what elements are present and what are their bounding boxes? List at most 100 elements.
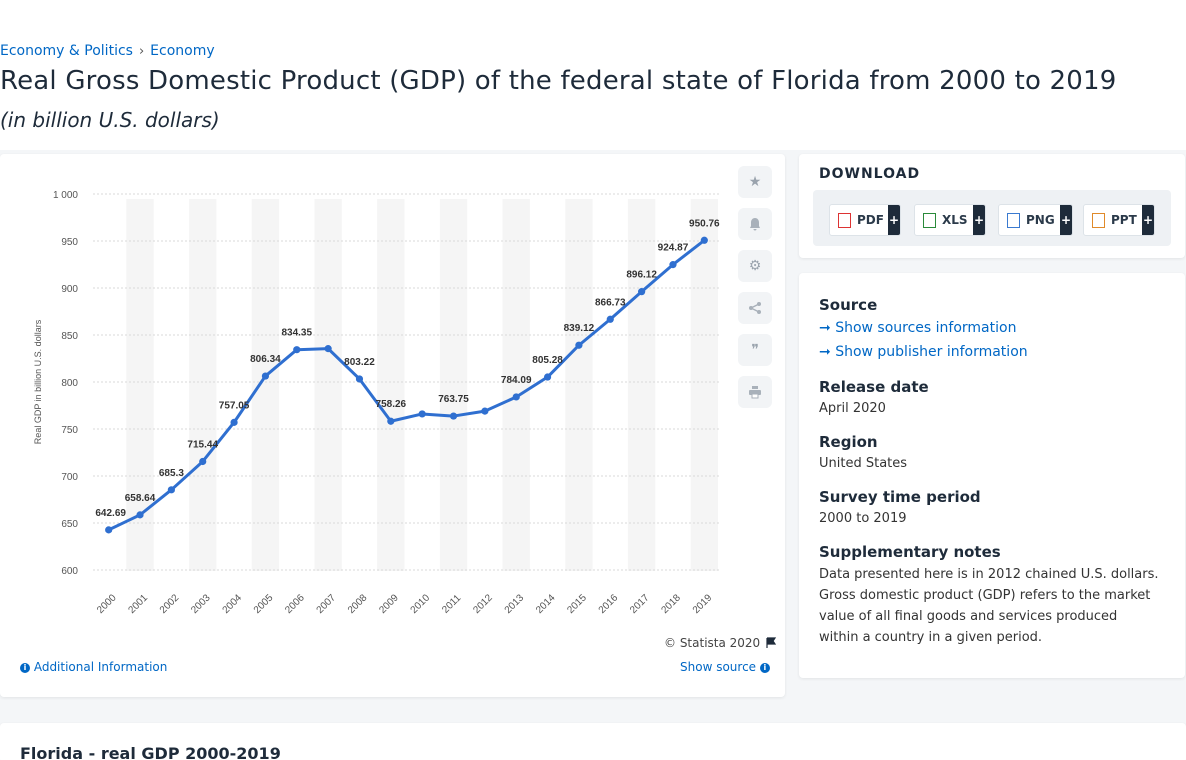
supplementary-notes-value: Data presented here is in 2012 chained U…	[819, 567, 1159, 645]
show-publisher-label: Show publisher information	[835, 344, 1028, 360]
download-pdf-button[interactable]: PDF +	[829, 204, 901, 236]
y-tick-label: 750	[61, 425, 78, 436]
quote-icon[interactable]: ❞	[738, 334, 772, 366]
x-tick-label: 2007	[315, 592, 339, 616]
region-value: United States	[819, 456, 908, 471]
x-tick-label: 2009	[377, 592, 401, 616]
data-label: 924.87	[658, 243, 689, 254]
release-date-value: April 2020	[819, 401, 886, 416]
arrow-right-icon: ➞	[819, 320, 836, 336]
data-point	[481, 407, 489, 415]
x-tick-label: 2017	[628, 592, 652, 616]
data-label: 715.44	[187, 439, 218, 450]
plus-icon: +	[888, 205, 900, 235]
show-source-label: Show source	[680, 660, 757, 674]
flag-icon[interactable]	[766, 637, 777, 649]
x-tick-label: 2005	[252, 592, 276, 616]
download-png-button[interactable]: PNG +	[998, 204, 1073, 236]
page-title: Real Gross Domestic Product (GDP) of the…	[0, 66, 1117, 96]
column-band	[565, 199, 593, 571]
data-label: 642.69	[95, 508, 126, 519]
region-heading: Region	[819, 433, 878, 451]
breadcrumb-separator: ›	[138, 43, 145, 59]
release-date-heading: Release date	[819, 378, 929, 396]
x-tick-label: 2013	[503, 592, 527, 616]
bell-icon[interactable]	[738, 208, 772, 240]
share-icon[interactable]	[738, 292, 772, 324]
x-tick-label: 2004	[221, 592, 245, 616]
data-point	[199, 457, 207, 466]
info-card: Source ➞ Show sources information ➞ Show…	[799, 273, 1185, 678]
bottom-title: Florida - real GDP 2000-2019	[20, 744, 281, 760]
download-title: DOWNLOAD	[819, 166, 921, 182]
download-card: DOWNLOAD PDF + XLS + PNG + PPT +	[799, 154, 1185, 258]
data-label: 784.09	[501, 375, 532, 386]
y-tick-label: 850	[61, 331, 78, 342]
x-tick-label: 2001	[127, 592, 151, 616]
show-publisher-link[interactable]: ➞ Show publisher information	[819, 344, 1028, 360]
breadcrumb-economy[interactable]: Economy	[150, 43, 215, 59]
data-point	[543, 373, 552, 381]
data-label: 950.76	[689, 218, 720, 229]
data-label: 896.12	[626, 270, 657, 281]
y-tick-label: 800	[61, 378, 78, 389]
data-point	[638, 288, 646, 296]
column-band	[502, 199, 530, 571]
y-tick-label: 950	[61, 237, 78, 248]
data-point	[449, 412, 458, 420]
data-label: 685.3	[159, 468, 184, 479]
y-tick-label: 900	[61, 284, 78, 295]
data-label: 758.26	[376, 399, 407, 410]
plus-icon: +	[973, 205, 985, 235]
data-label: 839.12	[564, 323, 595, 334]
png-file-icon	[1007, 212, 1020, 228]
data-label: 658.64	[125, 493, 156, 504]
gear-icon[interactable]: ⚙	[738, 250, 772, 282]
download-ppt-label: PPT	[1111, 213, 1137, 227]
data-point	[293, 346, 301, 354]
data-point	[512, 393, 520, 401]
x-tick-label: 2002	[158, 592, 182, 616]
source-heading: Source	[819, 296, 878, 314]
data-point	[387, 417, 395, 425]
data-label: 757.05	[219, 400, 250, 411]
print-icon[interactable]	[738, 376, 772, 408]
x-tick-label: 2006	[283, 592, 307, 616]
x-tick-label: 2008	[346, 592, 370, 616]
gdp-line-chart: 600 650 700 750 800 850 900 950 1 000 Real GDP in…	[33, 190, 720, 616]
x-tick-label: 2015	[565, 592, 589, 616]
star-icon[interactable]: ★	[738, 166, 772, 198]
x-tick-label: 2000	[95, 592, 119, 616]
data-label: 803.22	[344, 357, 375, 368]
download-ppt-button[interactable]: PPT +	[1083, 204, 1155, 236]
x-tick-label: 2019	[691, 592, 715, 616]
xls-file-icon	[923, 212, 936, 228]
additional-information-link[interactable]: i Additional Information	[20, 660, 167, 674]
data-label: 805.28	[532, 355, 563, 366]
copyright-text: © Statista 2020	[664, 636, 761, 650]
data-point	[418, 410, 426, 418]
x-tick-label: 2014	[534, 592, 558, 616]
x-tick-label: 2018	[659, 592, 683, 616]
data-label: 834.35	[281, 328, 312, 339]
column-band	[439, 199, 468, 571]
y-tick-label: 700	[61, 472, 78, 483]
show-source-link[interactable]: Show source i	[680, 660, 770, 674]
column-band	[189, 199, 217, 571]
breadcrumb-economy-politics[interactable]: Economy & Politics	[0, 43, 133, 59]
data-point	[355, 375, 364, 383]
show-sources-link[interactable]: ➞ Show sources information	[819, 320, 1016, 336]
y-tick-label: 650	[61, 519, 78, 530]
page-subtitle: (in billion U.S. dollars)	[0, 108, 220, 132]
download-xls-label: XLS	[942, 213, 968, 227]
download-pdf-label: PDF	[857, 213, 884, 227]
ppt-file-icon	[1092, 212, 1105, 228]
download-xls-button[interactable]: XLS +	[914, 204, 986, 236]
plus-icon: +	[1142, 205, 1154, 235]
x-tick-label: 2012	[471, 592, 495, 616]
data-label: 763.75	[438, 394, 469, 405]
x-tick-label: 2003	[189, 592, 213, 616]
data-point	[669, 261, 677, 269]
show-sources-label: Show sources information	[835, 320, 1017, 336]
data-point	[575, 341, 583, 349]
